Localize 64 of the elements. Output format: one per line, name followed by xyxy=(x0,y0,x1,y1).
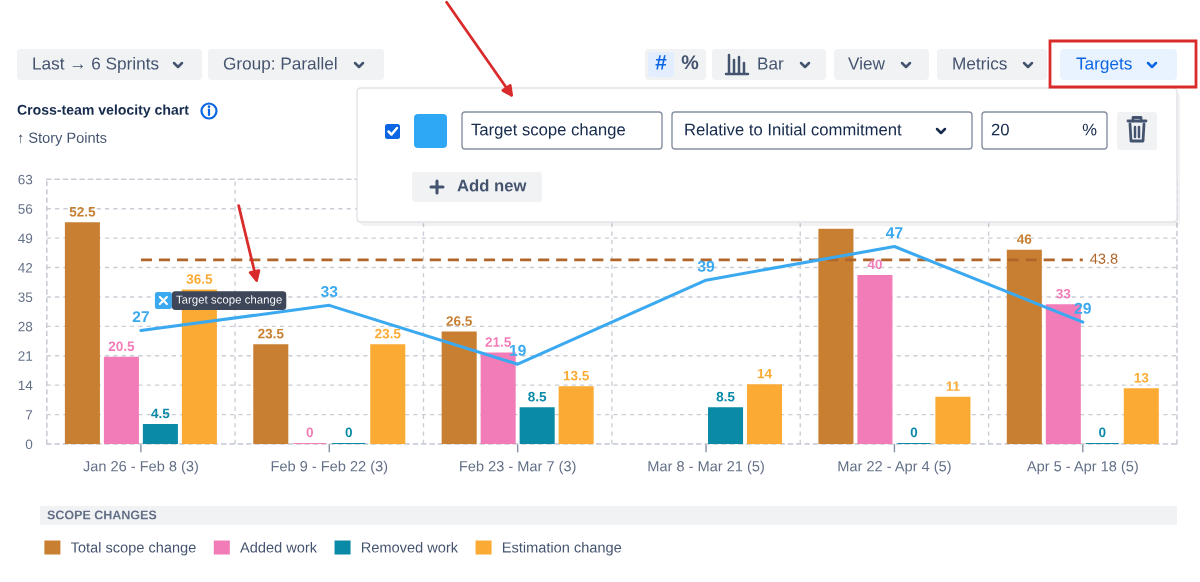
text: % xyxy=(1082,123,1097,136)
text: Last → 6 Sprints xyxy=(33,56,159,74)
legend-label: Added work xyxy=(240,541,318,553)
data-label: 19 xyxy=(509,344,526,356)
text: Bar xyxy=(758,57,784,70)
data-label: 33 xyxy=(1056,288,1071,299)
data-label: 23.5 xyxy=(258,328,284,339)
data-label: 52.5 xyxy=(69,206,96,217)
data-label: 8.5 xyxy=(528,391,547,402)
data-label: 39 xyxy=(697,260,715,272)
data-label: 47 xyxy=(885,227,903,239)
x-tick-label: Feb 9 - Feb 22 (3) xyxy=(271,460,388,475)
y-tick-label: 21 xyxy=(18,351,33,361)
chart-title: Cross-team velocity chart xyxy=(17,104,189,118)
text: Targets xyxy=(1076,57,1132,74)
data-label: 13.5 xyxy=(563,370,589,381)
x-tick-label: Apr 5 - Apr 18 (5) xyxy=(1026,460,1138,475)
legend-title: SCOPE CHANGES xyxy=(47,510,157,520)
data-label: 4.5 xyxy=(151,408,170,419)
data-label: 20.5 xyxy=(108,341,135,352)
data-label: 36.5 xyxy=(186,274,213,284)
text: Target scope change xyxy=(471,123,625,139)
y-tick-label: 49 xyxy=(18,233,33,244)
y-tick-label: 7 xyxy=(25,410,33,420)
y-tick-label: 28 xyxy=(18,321,33,332)
x-tick-label: Feb 23 - Mar 7 (3) xyxy=(460,460,576,475)
y-tick-label: 35 xyxy=(18,292,33,302)
data-label: 11 xyxy=(946,381,960,391)
data-label: 21.5 xyxy=(485,337,511,347)
text: View xyxy=(848,56,885,70)
y-tick-label: 56 xyxy=(18,204,33,214)
y-tick-label: 14 xyxy=(18,380,33,391)
legend-label: Target scope change xyxy=(176,295,282,306)
text: Metrics xyxy=(953,56,1007,70)
y-tick-label: 63 xyxy=(18,174,33,185)
annotation: Add new xyxy=(457,179,527,192)
data-label: 23.5 xyxy=(375,328,401,339)
data-label: 13 xyxy=(1134,372,1149,383)
text: 20 xyxy=(991,123,1009,136)
legend-label: Removed work xyxy=(361,541,459,553)
x-tick-label: Jan 26 - Feb 8 (3) xyxy=(83,460,198,475)
text: Group: Parallel xyxy=(223,56,337,74)
x-tick-label: Mar 8 - Mar 21 (5) xyxy=(648,460,764,475)
data-label: 26.5 xyxy=(446,316,472,326)
ref-line-label: 43.8 xyxy=(1090,253,1118,264)
data-label: 46 xyxy=(1016,234,1032,244)
y-axis-title: ↑ Story Points xyxy=(18,132,107,146)
text: # xyxy=(655,55,667,70)
y-tick-label: 0 xyxy=(25,439,33,450)
data-label: 8.5 xyxy=(716,391,735,402)
data-label: 33 xyxy=(320,285,338,298)
data-label: 0 xyxy=(910,427,918,438)
legend-label: Total scope change xyxy=(70,541,196,556)
y-tick-label: 42 xyxy=(18,262,33,273)
data-label: 14 xyxy=(757,368,772,379)
data-label: 0 xyxy=(345,427,352,438)
data-label: 0 xyxy=(1099,427,1106,438)
data-label: 0 xyxy=(306,427,313,438)
x-tick-label: Mar 22 - Apr 4 (5) xyxy=(838,460,951,475)
text: Relative to Initial commitment xyxy=(685,123,902,136)
text: % xyxy=(681,55,699,70)
legend-label: Estimation change xyxy=(502,541,622,556)
data-label: 40 xyxy=(867,259,882,270)
data-label: 27 xyxy=(132,311,149,323)
